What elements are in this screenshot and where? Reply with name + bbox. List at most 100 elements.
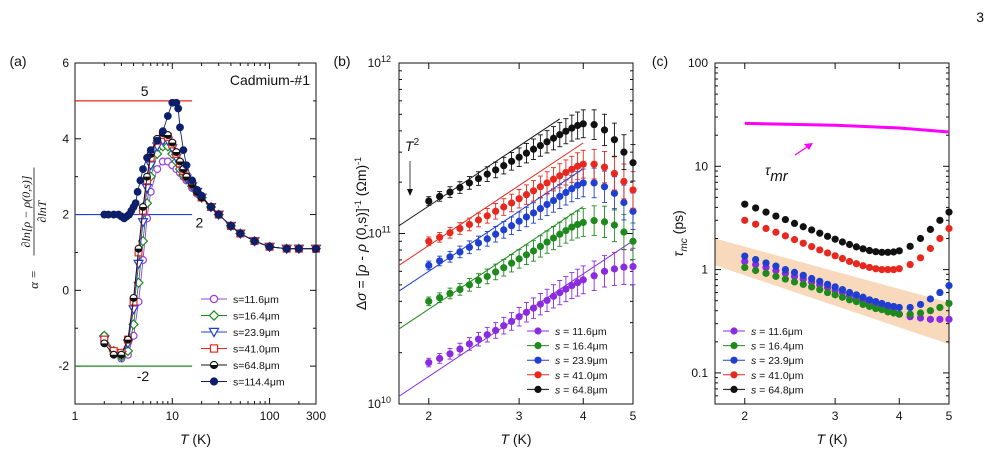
data-point xyxy=(474,335,483,343)
legend-label: s = 11.6μm xyxy=(751,326,803,338)
data-point xyxy=(522,191,531,199)
data-point xyxy=(549,196,558,205)
data-point xyxy=(562,226,570,235)
data-point xyxy=(926,315,935,323)
data-point xyxy=(282,244,291,253)
legend-marker-fill xyxy=(210,365,218,369)
data-point xyxy=(556,192,564,201)
data-point xyxy=(456,224,464,233)
data-point xyxy=(507,199,516,207)
data-point xyxy=(579,179,587,187)
data-point xyxy=(859,262,867,270)
data-point xyxy=(465,179,474,187)
y-tick-label: 6 xyxy=(62,56,69,70)
legend-marker xyxy=(730,327,738,335)
fit-line-T2 xyxy=(398,142,584,266)
x-axis-label: T (K) xyxy=(500,431,531,447)
data-point xyxy=(741,252,749,260)
data-point xyxy=(772,262,780,270)
data-point xyxy=(529,145,538,153)
series-s = 16.4μm xyxy=(741,263,953,318)
x-tick-label: 1 xyxy=(72,409,79,423)
data-point xyxy=(129,293,138,302)
data-point xyxy=(562,285,570,293)
data-point xyxy=(543,138,551,146)
data-point xyxy=(620,263,628,271)
panel-a: -2 0 2 4 6 1 10 100 300 5 2 -2 Cadmium-#1 s=11.6μm s=1… xyxy=(9,53,326,447)
data-point xyxy=(884,308,892,316)
y-label-denominator: ∂lnT xyxy=(35,199,49,222)
legend-label: s = 11.6μm xyxy=(555,326,607,338)
data-point xyxy=(574,162,582,170)
data-point xyxy=(945,224,953,233)
data-point xyxy=(741,257,749,266)
legend-label: s = 23.9μm xyxy=(751,355,804,367)
data-point xyxy=(906,310,914,318)
data-point xyxy=(872,298,880,306)
data-point xyxy=(823,280,832,288)
data-point xyxy=(884,266,892,274)
data-point xyxy=(507,157,516,165)
data-point xyxy=(250,237,259,245)
data-point xyxy=(772,272,780,280)
page-number: 3 xyxy=(976,9,984,25)
panel-label: (c) xyxy=(652,53,668,69)
data-point xyxy=(799,239,807,247)
data-point xyxy=(446,253,454,261)
data-point xyxy=(474,276,483,285)
y-tick-label: 0 xyxy=(62,283,69,297)
data-point xyxy=(172,148,181,156)
data-point xyxy=(629,159,637,167)
data-point xyxy=(859,245,867,253)
data-point xyxy=(568,223,576,231)
data-point-fill xyxy=(168,142,176,146)
data-point xyxy=(500,162,508,170)
data-point xyxy=(117,350,126,359)
legend-label: s=16.4μm xyxy=(233,311,280,323)
data-point xyxy=(831,252,839,260)
data-point-fill xyxy=(176,161,184,165)
data-point xyxy=(936,216,944,224)
data-point xyxy=(772,212,780,220)
data-point xyxy=(294,244,303,253)
data-point xyxy=(831,283,839,291)
data-point xyxy=(790,236,799,244)
data-point xyxy=(945,299,953,308)
data-point xyxy=(926,244,935,253)
y-axis-label: τmc (ps) xyxy=(670,210,690,257)
legend-marker xyxy=(208,310,220,321)
data-point xyxy=(916,254,925,262)
annotation: Cadmium-#1 xyxy=(230,72,310,88)
data-point xyxy=(137,218,149,228)
data-point xyxy=(579,120,587,128)
data-point xyxy=(859,293,867,301)
data-point xyxy=(465,220,474,229)
data-point xyxy=(483,331,491,339)
data-point xyxy=(128,305,140,315)
data-point xyxy=(926,295,935,303)
data-point xyxy=(752,220,760,228)
data-point xyxy=(936,303,944,312)
data-point xyxy=(600,218,609,226)
data-point xyxy=(890,309,898,317)
data-point-fill xyxy=(139,206,147,211)
data-point xyxy=(781,232,790,240)
y-tick-label: 10 xyxy=(695,159,709,173)
series-s = 11.6μm xyxy=(398,240,637,397)
data-point xyxy=(158,127,167,136)
data-point xyxy=(831,291,839,299)
data-point xyxy=(845,296,854,304)
data-point xyxy=(772,228,780,236)
data-point xyxy=(781,266,790,274)
y-tick-label: 2 xyxy=(62,208,69,222)
data-point xyxy=(174,104,183,113)
data-point xyxy=(136,176,145,185)
data-point xyxy=(146,146,155,155)
legend-label: s=23.9μm xyxy=(233,327,280,339)
series-s = 23.9μm xyxy=(741,252,953,312)
legend-marker xyxy=(209,344,219,353)
data-point xyxy=(456,248,464,256)
data-point xyxy=(790,268,799,276)
data-point xyxy=(884,248,892,256)
